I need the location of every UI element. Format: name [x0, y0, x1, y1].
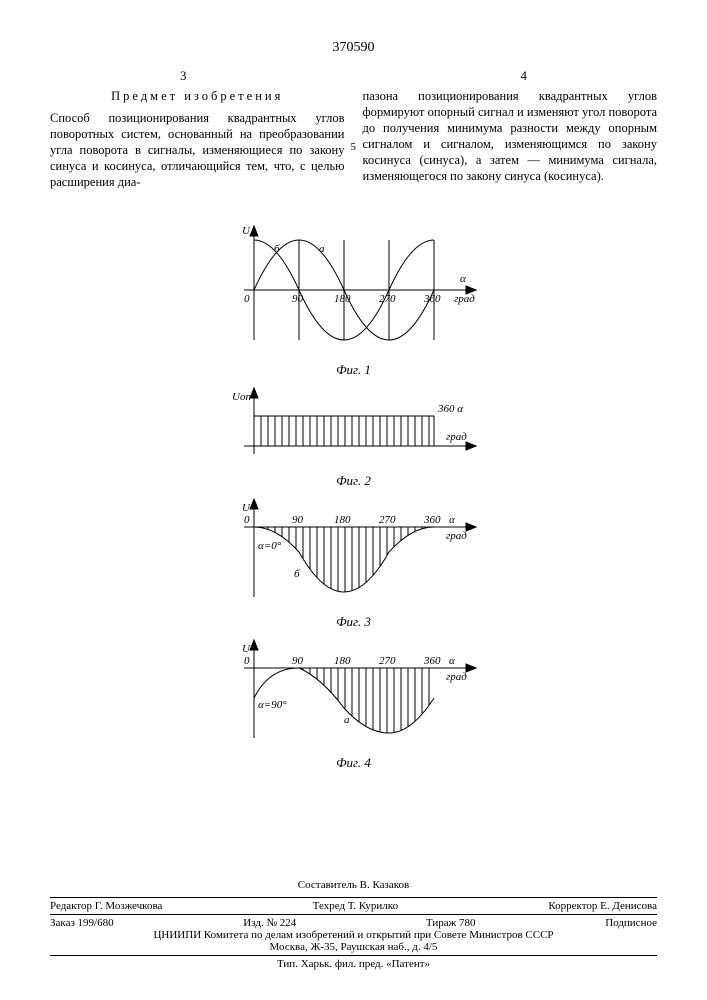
column-right: 5 пазона позиционирования квадрантных уг… [363, 88, 658, 190]
svg-text:90: 90 [292, 514, 304, 526]
fig1-xunit: град [454, 293, 475, 305]
fig3-curve: б [294, 568, 300, 580]
svg-text:270: 270 [379, 655, 396, 667]
corrector: Корректор Е. Денисова [548, 900, 657, 912]
fig2-xunit: град [446, 431, 467, 443]
svg-text:180: 180 [334, 655, 351, 667]
svg-text:270: 270 [379, 514, 396, 526]
svg-text:360: 360 [423, 514, 441, 526]
editor: Редактор Г. Мозжечкова [50, 900, 162, 912]
svg-text:0: 0 [244, 514, 250, 526]
figure-1: U α град б a 0 90 180 270 360 [214, 220, 494, 360]
figure-4: U 0 90 180 270 360 α град α=90° a [214, 638, 494, 753]
svg-text:270: 270 [379, 293, 396, 305]
svg-text:90: 90 [292, 293, 304, 305]
fig4-curve: a [344, 714, 350, 726]
fig3-caption: Фиг. 3 [336, 614, 371, 630]
figure-2: Uоп 360 α град [214, 386, 494, 471]
left-body: Способ позиционирования квадрантных угло… [50, 111, 345, 189]
svg-text:180: 180 [334, 514, 351, 526]
figures-block: U α град б a 0 90 180 270 360 Фиг. 1 [50, 220, 657, 779]
svg-text:α: α [449, 655, 455, 667]
fig2-xlabel: 360 α [437, 403, 463, 415]
footer-block: Составитель В. Казаков Редактор Г. Мозже… [50, 879, 657, 970]
izd-no: Изд. № 224 [243, 917, 296, 929]
fig1-curve-b: б [274, 243, 280, 255]
printer-line: Тип. Харьк. фил. пред. «Патент» [50, 958, 657, 970]
fig1-ylabel: U [242, 225, 251, 237]
svg-text:α: α [449, 514, 455, 526]
svg-text:0: 0 [244, 655, 250, 667]
fig4-caption: Фиг. 4 [336, 755, 371, 771]
figure-3: U 0 90 180 270 360 α град α=0° б [214, 497, 494, 612]
svg-text:0: 0 [244, 293, 250, 305]
fig1-xlabel: α [460, 273, 466, 285]
svg-text:град: град [446, 671, 467, 683]
page-number-left: 3 [180, 68, 187, 84]
signed: Подписное [605, 917, 657, 929]
fig2-ylabel: Uоп [232, 391, 251, 403]
fig1-curve-a: a [319, 243, 325, 255]
fig2-caption: Фиг. 2 [336, 473, 371, 489]
two-column-text: Предмет изобретения Способ позиционирова… [50, 88, 657, 190]
svg-text:360: 360 [423, 293, 441, 305]
fig3-note: α=0° [258, 540, 282, 552]
svg-text:90: 90 [292, 655, 304, 667]
line-marker-5: 5 [351, 140, 357, 154]
tirazh: Тираж 780 [426, 917, 476, 929]
tech-editor: Техред Т. Курилко [313, 900, 398, 912]
svg-text:360: 360 [423, 655, 441, 667]
document-number: 370590 [50, 40, 657, 56]
column-left: Предмет изобретения Способ позиционирова… [50, 88, 345, 190]
right-body: пазона позиционирования квадрантных угло… [363, 89, 658, 183]
org-line: ЦНИИПИ Комитета по делам изобретений и о… [50, 929, 657, 941]
order-no: Заказ 199/680 [50, 917, 114, 929]
svg-text:U: U [242, 643, 251, 655]
compiler: Составитель В. Казаков [50, 879, 657, 891]
addr-line: Москва, Ж-35, Раушская наб., д. 4/5 [50, 941, 657, 953]
fig4-note: α=90° [258, 699, 287, 711]
svg-text:U: U [242, 502, 251, 514]
svg-text:180: 180 [334, 293, 351, 305]
subject-heading: Предмет изобретения [50, 88, 345, 104]
svg-text:град: град [446, 530, 467, 542]
page-number-right: 4 [521, 68, 528, 84]
fig1-caption: Фиг. 1 [336, 362, 371, 378]
